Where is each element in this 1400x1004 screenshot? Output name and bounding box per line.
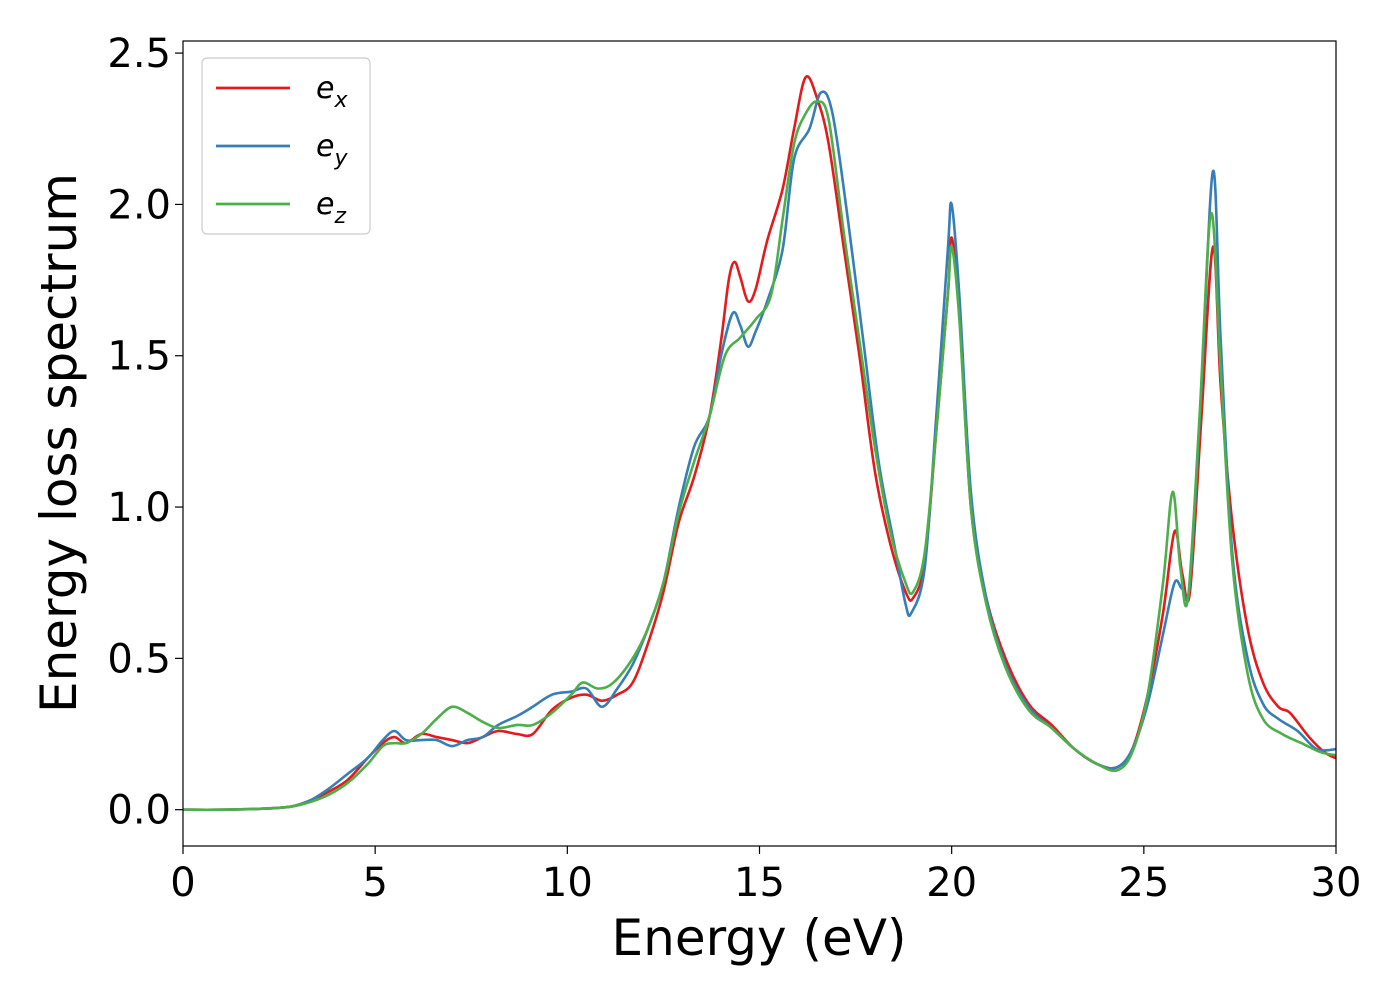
- x-tick-label: 10: [542, 860, 593, 906]
- x-tick-label: 15: [734, 860, 785, 906]
- y-tick-label: 0.0: [107, 788, 171, 834]
- x-tick-label: 30: [1311, 860, 1362, 906]
- x-tick-label: 25: [1118, 860, 1169, 906]
- series-line-e-y: [183, 90, 1336, 812]
- x-axis-label: Energy (eV): [612, 909, 907, 967]
- y-tick-label: 2.0: [107, 182, 171, 228]
- series-line-e-z: [183, 100, 1336, 812]
- y-tick-label: 2.5: [107, 31, 171, 77]
- series-layer: [183, 75, 1336, 812]
- y-axis-ticks: 0.0 0.5 1.0 1.5 2.0 2.5: [107, 31, 183, 834]
- x-tick-label: 20: [926, 860, 977, 906]
- y-tick-label: 1.5: [107, 334, 171, 380]
- y-tick-label: 1.0: [107, 485, 171, 531]
- x-tick-label: 0: [170, 860, 195, 906]
- y-axis-label: Energy loss spectrum: [30, 173, 88, 713]
- x-axis-ticks: 0 5 10 15 20 25 30: [170, 846, 1361, 906]
- x-tick-label: 5: [362, 860, 387, 906]
- y-tick-label: 0.5: [107, 636, 171, 682]
